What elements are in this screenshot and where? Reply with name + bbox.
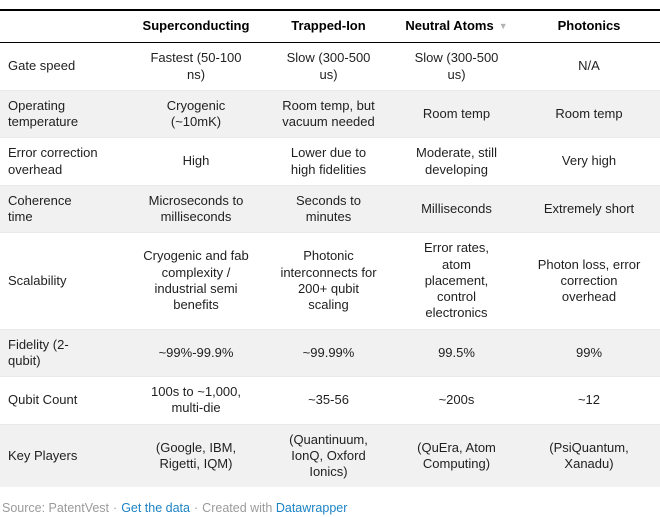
column-header-photonics[interactable]: Photonics <box>518 10 660 44</box>
source-text: Source: PatentVest <box>2 501 110 516</box>
comparison-table: Superconducting Trapped-Ion Neutral Atom… <box>0 9 660 488</box>
table-cell: Microseconds to milliseconds <box>130 184 262 233</box>
table-cell: ~99.99% <box>262 328 395 377</box>
table-row-operating-temperature: Operating temperature Cryogenic (~10mK) … <box>0 89 660 138</box>
column-header-trapped-ion[interactable]: Trapped-Ion <box>262 10 395 44</box>
table-cell: (Google, IBM, Rigetti, IQM) <box>130 423 262 488</box>
row-label: Scalability <box>0 232 130 329</box>
table-cell: Seconds to minutes <box>262 184 395 233</box>
row-label: Error correction overhead <box>0 137 130 186</box>
table-row-fidelity: Fidelity (2-qubit) ~99%-99.9% ~99.99% 99… <box>0 328 660 377</box>
table-cell: N/A <box>578 58 600 74</box>
table-row-coherence-time: Coherence time Microseconds to milliseco… <box>0 184 660 233</box>
row-label: Key Players <box>0 423 130 488</box>
row-label: Operating temperature <box>0 89 130 138</box>
get-the-data-link[interactable]: Get the data <box>121 501 190 516</box>
table-cell: Slow (300-500 us) <box>286 50 371 82</box>
table-cell: Milliseconds <box>395 184 518 233</box>
table-row-qubit-count: Qubit Count 100s to ~1,000, multi-die ~3… <box>0 376 660 424</box>
sort-desc-icon: ▼ <box>498 21 508 31</box>
table-cell: Cryogenic (~10mK) <box>130 89 262 138</box>
table-cell: 99.5% <box>395 328 518 377</box>
row-label: Coherence time <box>0 184 130 233</box>
table-cell: Fastest (50-100 ns) <box>150 50 242 82</box>
table-row-error-correction-overhead: Error correction overhead High Lower due… <box>0 137 660 186</box>
table-cell: 100s to ~1,000, multi-die <box>130 376 262 424</box>
table-cell: ~200s <box>395 376 518 424</box>
table-cell: ~35-56 <box>262 376 395 424</box>
table-cell: High <box>130 137 262 186</box>
created-with-text: Created with <box>202 501 273 516</box>
table-cell: (QuEra, Atom Computing) <box>395 423 518 488</box>
footer-separator: · <box>194 501 199 516</box>
table-cell: Very high <box>518 137 660 186</box>
table-cell: Room temp, but vacuum needed <box>262 89 395 138</box>
table-cell: Photonic interconnects for 200+ qubit sc… <box>262 232 395 329</box>
header-cell-empty <box>0 10 130 44</box>
table-cell: Cryogenic and fab complexity / industria… <box>130 232 262 329</box>
footer-separator: · <box>113 501 118 516</box>
column-header-neutral-atoms[interactable]: Neutral Atoms ▼ <box>395 10 518 44</box>
table-cell: Slow (300-500 us) <box>414 50 499 82</box>
table-cell: ~99%-99.9% <box>130 328 262 377</box>
row-label: Fidelity (2-qubit) <box>0 328 130 377</box>
table-row-scalability: Scalability Cryogenic and fab complexity… <box>0 232 660 329</box>
table-row-key-players: Key Players (Google, IBM, Rigetti, IQM) … <box>0 423 660 488</box>
table-cell: Lower due to high fidelities <box>262 137 395 186</box>
table-cell: Extremely short <box>518 184 660 233</box>
header-row: Superconducting Trapped-Ion Neutral Atom… <box>0 10 660 44</box>
chart-footer: Source: PatentVest · Get the data · Created … <box>0 501 660 515</box>
table-cell: Room temp <box>518 89 660 138</box>
column-header-superconducting[interactable]: Superconducting <box>130 10 262 44</box>
column-header-label: Neutral Atoms <box>405 18 494 33</box>
table-cell: ~12 <box>518 376 660 424</box>
table-cell: 99% <box>518 328 660 377</box>
table-cell: Room temp <box>395 89 518 138</box>
table-cell: Error rates, atom placement, control ele… <box>395 232 518 329</box>
row-label: Qubit Count <box>0 376 130 424</box>
datawrapper-link[interactable]: Datawrapper <box>275 501 348 516</box>
table-cell: (Quantinuum, IonQ, Oxford Ionics) <box>262 423 395 488</box>
table-row-gate-speed: Gate speed Fastest (50-100 ns) Slow (300… <box>0 43 660 91</box>
table-cell: Photon loss, error correction overhead <box>518 232 660 329</box>
table-cell: Moderate, still developing <box>395 137 518 186</box>
table-cell: (PsiQuantum, Xanadu) <box>518 423 660 488</box>
row-label: Gate speed <box>8 58 76 74</box>
